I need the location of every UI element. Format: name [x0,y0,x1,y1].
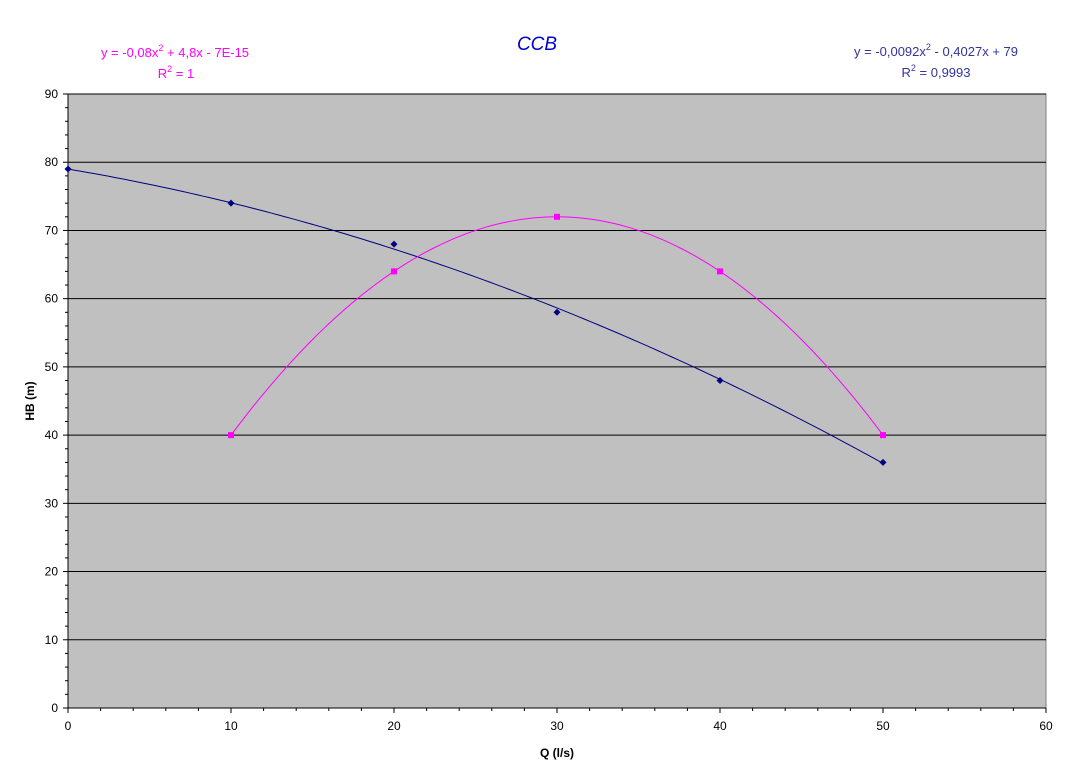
trend-equation-head: y = -0,0092x2 - 0,4027x + 79 [854,42,1018,59]
y-tick-label: 0 [51,701,58,715]
data-point-series-1 [717,268,723,275]
trend-label-head: y = -0,0092x2 - 0,4027x + 79 R2 = 0,9993 [854,42,1018,80]
trend-r2-pump-exponent: 2 [167,64,172,74]
y-tick-label: 90 [45,87,59,101]
data-point-series-1 [228,432,234,439]
data-point-series-0 [716,377,724,385]
x-axis-ticks: 0 10 20 30 40 50 60 [65,708,1053,733]
x-tick-label: 30 [550,719,564,733]
y-tick-label: 10 [45,633,59,647]
x-tick-label: 0 [65,719,72,733]
trend-equation-head-rest: - 0,4027x + 79 [931,44,1018,59]
x-axis-label: Q (l/s) [540,746,574,760]
y-tick-label: 80 [45,155,59,169]
x-tick-label: 50 [876,719,890,733]
data-point-series-0 [553,308,561,316]
trendline-series-0 [67,168,884,464]
y-tick-label: 70 [45,223,59,237]
data-point-series-0 [64,165,72,173]
data-point-series-0 [227,199,235,207]
data-point-series-1 [391,268,397,275]
x-tick-label: 20 [387,719,401,733]
trend-r2-pump-rest: = 1 [172,66,194,81]
y-tick-label: 50 [45,360,59,374]
trend-label-pump: y = -0,08x2 + 4,8x - 7E-15 R2 = 1 [101,43,249,81]
trend-equation-pump: y = -0,08x2 + 4,8x - 7E-15 [101,43,249,60]
trend-equation-pump-exponent: 2 [158,43,163,53]
y-axis-ticks: 0 10 20 30 40 50 60 70 80 90 [45,87,68,715]
x-tick-label: 60 [1039,719,1053,733]
trend-r2-head-main: R [902,65,911,80]
data-point-series-0 [390,240,398,248]
trend-equation-head-exponent: 2 [926,42,931,52]
trend-r2-head: R2 = 0,9993 [902,63,971,80]
trend-r2-pump: R2 = 1 [158,64,194,81]
data-point-series-1 [880,432,886,439]
x-tick-label: 40 [713,719,727,733]
data-point-series-0 [879,458,887,466]
data-point-series-1 [554,213,560,220]
y-tick-label: 30 [45,496,59,510]
plot-area [67,93,1047,709]
data-markers [64,165,887,466]
chart-title: CCB [517,34,557,55]
y-tick-label: 20 [45,565,59,579]
y-tick-label: 60 [45,292,59,306]
y-axis-label: HB (m) [23,381,37,420]
trend-equation-pump-rest: + 4,8x - 7E-15 [163,45,249,60]
trend-r2-pump-main: R [158,66,167,81]
y-tick-label: 40 [45,428,59,442]
x-tick-label: 10 [224,719,238,733]
trend-r2-head-exponent: 2 [911,63,916,73]
trend-equation-pump-main: y = -0,08x [101,45,159,60]
trend-r2-head-rest: = 0,9993 [916,65,971,80]
trend-equation-head-main: y = -0,0092x [854,44,926,59]
